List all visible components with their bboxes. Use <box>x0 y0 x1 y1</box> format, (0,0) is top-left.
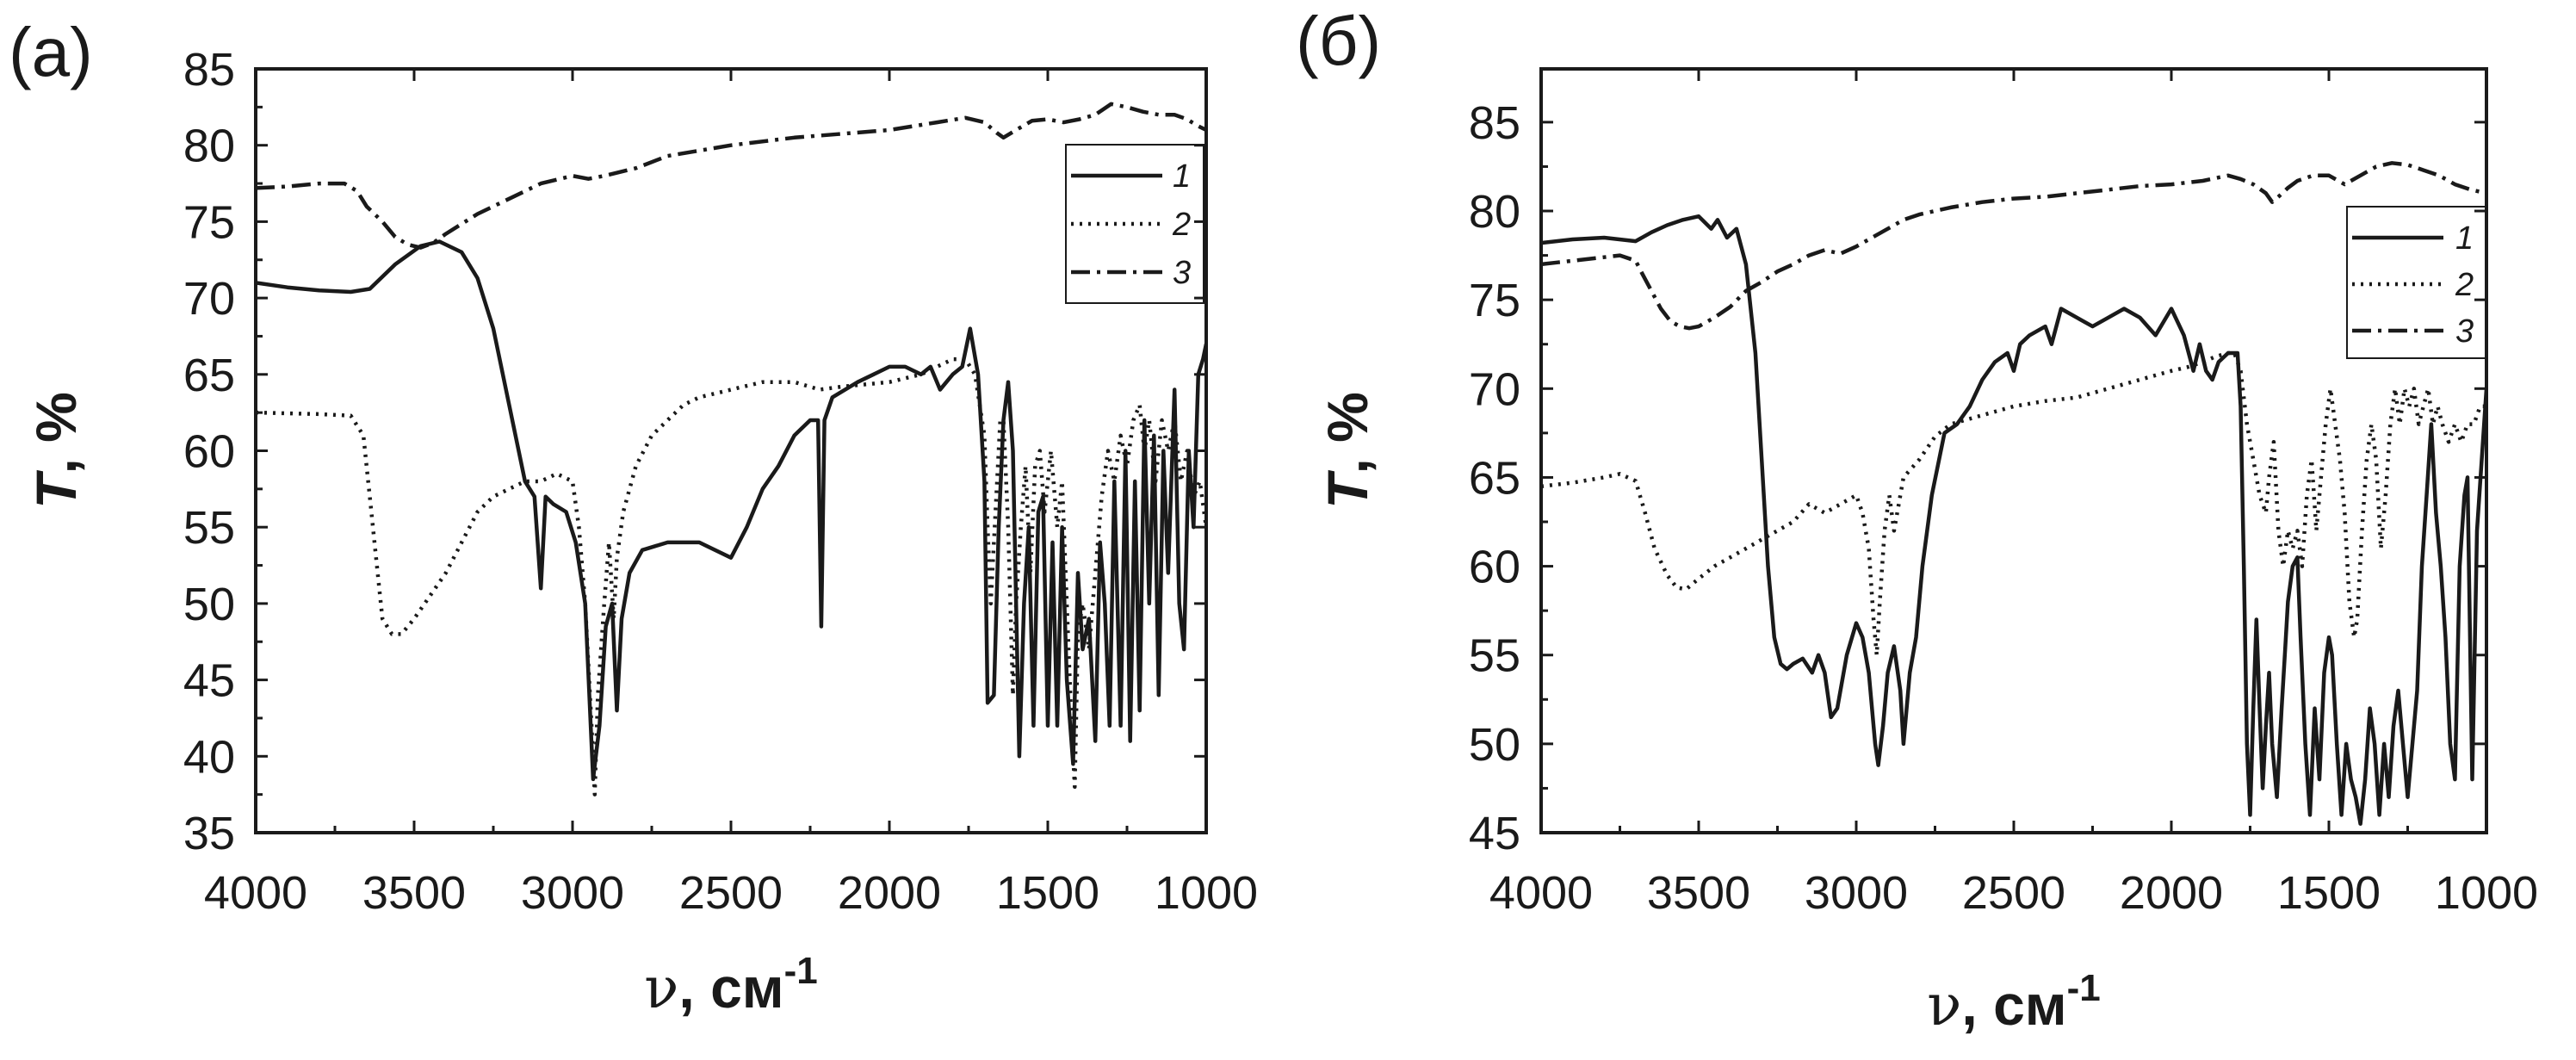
panel-a-plot-frame <box>254 67 1208 834</box>
panel-a-x-tick-label: 3500 <box>362 867 466 919</box>
panel-b-y-tick-label: 75 <box>1469 275 1520 326</box>
panel-b-y-tick-label: 45 <box>1469 808 1520 859</box>
panel-a-y-tick-label: 75 <box>183 196 235 248</box>
panel-b-label: (б) <box>1296 3 1381 79</box>
panel-b-x-axis-title: ν, см-1 <box>1927 967 2100 1038</box>
panel-b-y-tick-label: 85 <box>1469 97 1520 149</box>
panel-a-x-tick-label: 3000 <box>521 867 624 919</box>
panel-a-y-tick-label: 40 <box>183 731 235 783</box>
panel-a-y-tick-label: 45 <box>183 655 235 707</box>
panel-a-legend-label-3: 3 <box>1173 255 1191 291</box>
panel-a-legend-label-2: 2 <box>1172 207 1191 243</box>
panel-a-ticks <box>254 67 1208 834</box>
panel-b-legend-items: 1 2 3 <box>2352 220 2474 350</box>
panel-a-legend: 1 2 3 <box>1065 144 1204 304</box>
panel-b-y-tick-label: 80 <box>1469 186 1520 238</box>
panel-a-legend-items: 1 2 3 <box>1071 158 1191 291</box>
panel-a-legend-label-1: 1 <box>1173 158 1191 195</box>
panel-b-x-tick-label: 1000 <box>2435 867 2538 919</box>
panel-b-x-axis-symbol: ν <box>1927 972 1961 1038</box>
panel-a-y-tick-label: 65 <box>183 350 235 401</box>
panel-b-x-tick-label: 3000 <box>1805 867 1908 919</box>
panel-a-y-tick-label: 55 <box>183 502 235 554</box>
panel-b-legend-label-2: 2 <box>2455 267 2474 303</box>
panel-b-x-tick-label: 2500 <box>1962 867 2065 919</box>
panel-b-series-3-line <box>1541 161 2486 331</box>
panel-b-legend-label-3: 3 <box>2455 313 2474 350</box>
panel-b-legend-box <box>2346 206 2487 359</box>
panel-a-y-axis-symbol: T <box>24 470 88 509</box>
panel-a-x-tick-label: 2500 <box>679 867 783 919</box>
panel-a-series-3-line <box>256 102 1206 250</box>
panel-b-series-1-line <box>1541 214 2486 826</box>
panel-b-y-axis-symbol: T <box>1316 470 1379 509</box>
panel-b-tick-labels: 45 50 55 60 65 70 75 80 85 4000 3500 3000 2500 2000 15… <box>1469 97 2538 919</box>
panel-a-x-tick-label: 1000 <box>1155 867 1258 919</box>
panel-b-series-2-line <box>1541 350 2486 657</box>
panel-a-tick-labels: 35 40 45 50 55 60 65 70 75 80 85 4000 3500 3000 2500 20… <box>183 44 1258 919</box>
panel-a-y-tick-label: 35 <box>183 808 235 859</box>
panel-a-y-tick-label: 85 <box>183 44 235 96</box>
panel-b-x-tick-label: 4000 <box>1489 867 1593 919</box>
panel-b-x-axis-exponent: -1 <box>2067 967 2101 1009</box>
panel-a-x-tick-label: 4000 <box>204 867 307 919</box>
panel-b-x-axis-unit: , см <box>1961 973 2066 1037</box>
panel-a-y-tick-label: 80 <box>183 121 235 172</box>
panel-b-y-tick-label: 50 <box>1469 719 1520 771</box>
panel-b-x-tick-label: 3500 <box>1647 867 1750 919</box>
panel-b-legend: 1 2 3 <box>2346 206 2487 359</box>
panel-b-x-tick-label: 2000 <box>2120 867 2223 919</box>
panel-a-y-axis-unit: , % <box>24 392 88 474</box>
panel-a-x-axis-unit: , см <box>678 956 783 1020</box>
panel-a-y-tick-label: 60 <box>183 426 235 478</box>
panel-a-x-axis-title: ν, см-1 <box>644 950 817 1021</box>
panel-b-legend-label-1: 1 <box>2455 220 2474 257</box>
panel-b-y-tick-label: 55 <box>1469 630 1520 682</box>
panel-a-x-tick-label: 2000 <box>838 867 941 919</box>
panel-b-x-tick-label: 1500 <box>2277 867 2381 919</box>
panel-b-y-axis-unit: , % <box>1316 392 1379 474</box>
panel-a-x-axis-exponent: -1 <box>784 950 818 992</box>
panel-a-x-tick-label: 1500 <box>996 867 1099 919</box>
panel-b-y-axis-title: T, % <box>1316 392 1379 509</box>
panel-a-y-axis-title: T, % <box>24 392 88 509</box>
panel-a-x-axis-symbol: ν <box>644 955 678 1021</box>
panel-a-y-tick-label: 50 <box>183 579 235 630</box>
panel-a: (а) 35 40 45 50 55 60 65 70 75 80 85 4000 3500 3000 25… <box>9 14 1258 1021</box>
panel-a-series-2-line <box>256 356 1206 797</box>
panel-b-y-tick-label: 60 <box>1469 542 1520 593</box>
panel-a-series <box>256 102 1206 797</box>
panel-a-label: (а) <box>9 14 93 90</box>
panel-a-legend-box <box>1065 144 1204 304</box>
panel-b: (б) 45 50 55 60 65 70 75 80 85 4000 3500 3000 2500 20… <box>1296 3 2538 1038</box>
panel-b-y-tick-label: 70 <box>1469 363 1520 415</box>
panel-a-series-1-line <box>256 239 1206 782</box>
panel-b-series <box>1541 161 2486 826</box>
panel-a-y-tick-label: 70 <box>183 273 235 325</box>
panel-b-y-tick-label: 65 <box>1469 452 1520 504</box>
